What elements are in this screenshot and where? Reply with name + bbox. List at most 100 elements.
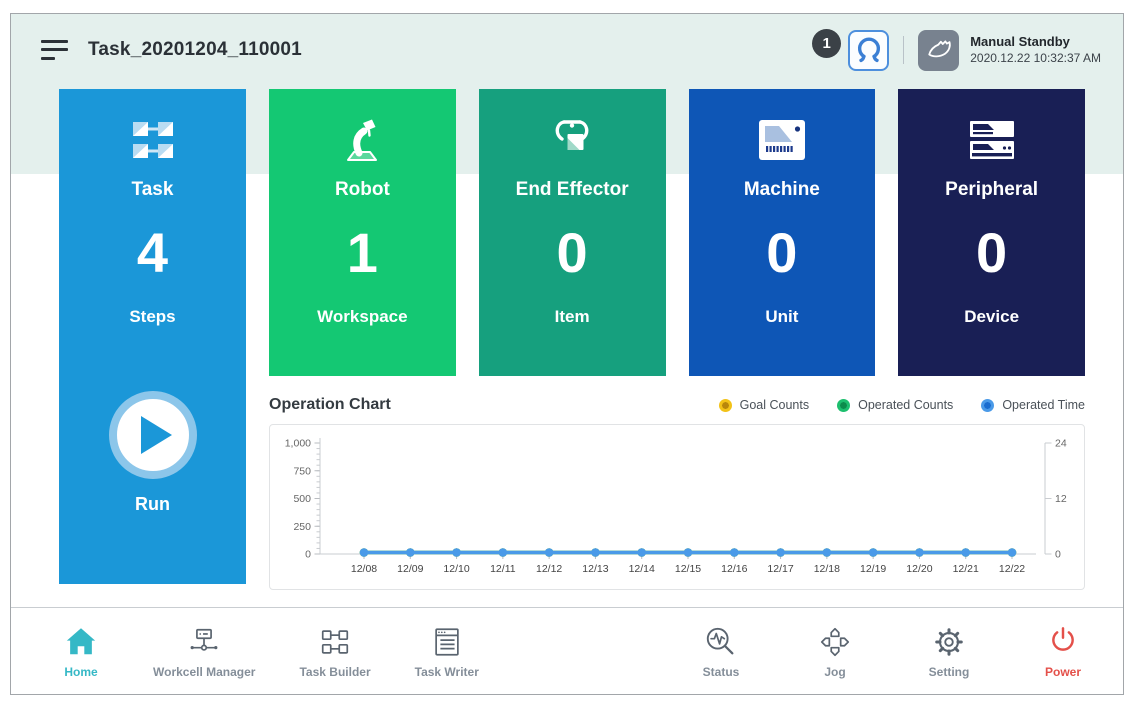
task-card-unit: Steps — [129, 307, 175, 327]
nav-item-power[interactable]: Power — [1035, 624, 1091, 679]
machine-card-label: Machine — [744, 179, 820, 201]
status-timestamp: 2020.12.22 10:32:37 AM — [970, 51, 1101, 66]
svg-text:12/13: 12/13 — [582, 563, 608, 575]
nav-group-right: Status Jog Setting Power — [693, 624, 1097, 679]
svg-text:12: 12 — [1055, 493, 1067, 505]
legend-operated-time: Operated Time — [981, 398, 1085, 412]
end-effector-gripper-icon — [546, 115, 598, 165]
nav-item-status[interactable]: Status — [693, 624, 749, 679]
operation-chart: 02505007501,00012/0812/0912/1012/1112/12… — [269, 424, 1085, 590]
peripheral-card-label: Peripheral — [945, 179, 1038, 201]
operation-chart-canvas: 02505007501,00012/0812/0912/1012/1112/12… — [270, 425, 1084, 589]
end-effector-item-count: 0 — [557, 225, 588, 281]
notification-badge: 1 — [812, 29, 841, 58]
power-icon — [1045, 624, 1081, 661]
workcell-manager-icon — [186, 624, 222, 661]
svg-text:24: 24 — [1055, 438, 1067, 450]
chart-title: Operation Chart — [269, 396, 391, 414]
task-card[interactable]: Task 4 Steps Run — [59, 89, 246, 584]
svg-text:12/17: 12/17 — [767, 563, 793, 575]
menu-button[interactable] — [41, 40, 68, 61]
nav-label-task-writer: Task Writer — [415, 665, 479, 679]
play-icon — [141, 416, 172, 454]
nav-label-status: Status — [703, 665, 740, 679]
peripheral-device-icon — [968, 115, 1016, 165]
svg-text:500: 500 — [293, 493, 311, 505]
nav-item-jog[interactable]: Jog — [807, 624, 863, 679]
peripheral-card[interactable]: Peripheral 0 Device — [898, 89, 1085, 376]
app-window: Task_20201204_110001 1 Manual Standby 20… — [10, 13, 1124, 695]
setting-icon — [931, 624, 967, 661]
robot-status-block: Manual Standby 2020.12.22 10:32:37 AM — [970, 34, 1101, 65]
svg-text:250: 250 — [293, 521, 311, 533]
svg-text:12/15: 12/15 — [675, 563, 701, 575]
svg-text:12/14: 12/14 — [629, 563, 655, 575]
robot-card[interactable]: Robot 1 Workspace — [269, 89, 456, 376]
manual-mode-button[interactable] — [918, 30, 959, 71]
svg-text:12/11: 12/11 — [490, 563, 516, 575]
robot-status-text: Manual Standby — [970, 34, 1101, 50]
header: Task_20201204_110001 1 Manual Standby 20… — [11, 14, 1123, 86]
robot-arm-icon — [335, 115, 389, 165]
nav-label-setting: Setting — [929, 665, 970, 679]
legend-goal-counts: Goal Counts — [719, 398, 809, 412]
svg-text:12/21: 12/21 — [953, 563, 979, 575]
svg-text:0: 0 — [1055, 549, 1061, 561]
machine-icon — [758, 115, 806, 165]
machine-card[interactable]: Machine 0 Unit — [689, 89, 876, 376]
header-controls: 1 Manual Standby 2020.12.22 10:32:37 AM — [812, 30, 1101, 71]
robot-workspace-count: 1 — [347, 225, 378, 281]
nav-item-workcell-manager[interactable]: Workcell Manager — [153, 624, 255, 679]
peripheral-card-unit: Device — [964, 307, 1019, 327]
nav-group-left: Home Workcell Manager Task Builder Task Wri… — [53, 624, 479, 679]
header-divider — [903, 36, 904, 64]
machine-card-unit: Unit — [765, 307, 798, 327]
nav-item-task-builder[interactable]: Task Builder — [299, 624, 370, 679]
task-builder-icon — [317, 624, 353, 661]
run-button[interactable] — [109, 391, 197, 479]
task-steps-icon — [132, 115, 174, 165]
status-cards-row: Robot 1 Workspace — [269, 89, 1085, 376]
end-effector-card-unit: Item — [555, 307, 590, 327]
nav-label-power: Power — [1045, 665, 1081, 679]
svg-text:750: 750 — [293, 465, 311, 477]
operation-chart-section: Operation Chart Goal Counts Operated Coun… — [269, 390, 1085, 590]
svg-text:12/10: 12/10 — [443, 563, 469, 575]
gripper-tool-button[interactable] — [848, 30, 889, 71]
end-effector-card[interactable]: End Effector 0 Item — [479, 89, 666, 376]
jog-icon — [817, 624, 853, 661]
svg-text:12/08: 12/08 — [351, 563, 377, 575]
nav-item-task-writer[interactable]: Task Writer — [415, 624, 479, 679]
chart-legend: Goal Counts Operated Counts Operated Time — [719, 398, 1085, 412]
task-card-label: Task — [132, 179, 174, 201]
svg-text:12/22: 12/22 — [999, 563, 1025, 575]
task-steps-count: 4 — [137, 225, 168, 281]
svg-text:12/20: 12/20 — [906, 563, 932, 575]
legend-operated-counts: Operated Counts — [837, 398, 953, 412]
svg-text:12/12: 12/12 — [536, 563, 562, 575]
peripheral-device-count: 0 — [976, 225, 1007, 281]
nav-label-jog: Jog — [824, 665, 845, 679]
task-writer-icon — [429, 624, 465, 661]
legend-dot-operated-time — [981, 399, 994, 412]
machine-unit-count: 0 — [766, 225, 797, 281]
end-effector-card-label: End Effector — [516, 179, 629, 201]
nav-label-workcell-manager: Workcell Manager — [153, 665, 255, 679]
status-icon — [703, 624, 739, 661]
nav-item-home[interactable]: Home — [53, 624, 109, 679]
legend-dot-operated-counts — [837, 399, 850, 412]
robot-card-unit: Workspace — [317, 307, 407, 327]
hand-icon — [924, 35, 954, 65]
nav-label-task-builder: Task Builder — [299, 665, 370, 679]
nav-item-setting[interactable]: Setting — [921, 624, 977, 679]
run-button-label: Run — [135, 494, 170, 515]
legend-dot-goal-counts — [719, 399, 732, 412]
svg-text:12/18: 12/18 — [814, 563, 840, 575]
nav-label-home: Home — [64, 665, 97, 679]
robot-card-label: Robot — [335, 179, 390, 201]
main-content: Task 4 Steps Run — [11, 86, 1123, 590]
home-icon — [63, 624, 99, 661]
svg-text:12/19: 12/19 — [860, 563, 886, 575]
svg-text:12/16: 12/16 — [721, 563, 747, 575]
svg-text:12/09: 12/09 — [397, 563, 423, 575]
